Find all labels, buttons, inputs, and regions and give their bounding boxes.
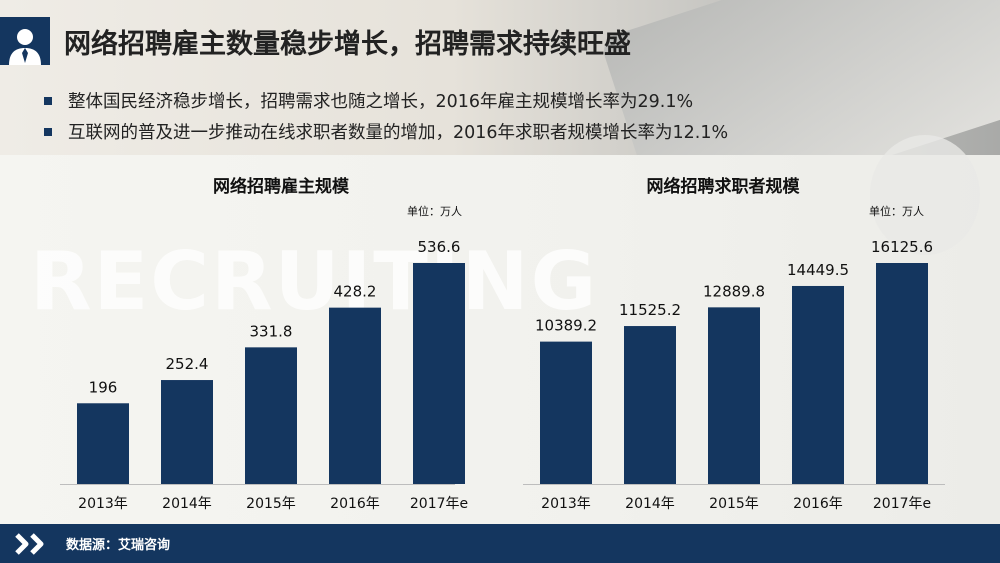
jobseeker-bar: [624, 326, 676, 484]
jobseeker-category-label: 2017年e: [873, 496, 931, 512]
jobseeker-bar: [792, 285, 844, 484]
employer-category-label: 2017年e: [410, 496, 468, 512]
title-bar: 网络招聘雇主数量稳步增长，招聘需求持续旺盛: [0, 17, 631, 65]
employer-value-label: 536.6: [418, 238, 461, 256]
jobseeker-category-label: 2016年: [793, 496, 843, 512]
employer-category-label: 2015年: [246, 496, 296, 512]
employer-chart-unit: 单位：万人: [407, 205, 462, 218]
data-source: 数据源：艾瑞咨询: [66, 538, 171, 553]
cup-photo-decoration: [870, 135, 980, 255]
bullet-item: 互联网的普及进一步推动在线求职者数量的增加，2016年求职者规模增长率为12.1…: [44, 116, 728, 147]
jobseeker-value-label: 14449.5: [787, 261, 849, 279]
employer-bar: [413, 263, 465, 484]
jobseeker-category-label: 2013年: [541, 496, 591, 512]
employer-value-label: 196: [89, 378, 118, 396]
jobseeker-value-label: 12889.8: [703, 282, 765, 300]
square-bullet-icon: [44, 127, 52, 136]
watermark-text: RECRUITING: [30, 235, 599, 328]
employer-bar: [329, 307, 381, 484]
jobseeker-chart-title: 网络招聘求职者规模: [646, 177, 800, 197]
employer-bar: [245, 347, 297, 484]
user-avatar-icon: [0, 17, 50, 65]
jobseeker-bar: [876, 263, 928, 484]
double-chevron-right-icon: [14, 532, 48, 556]
bullet-item: 整体国民经济稳步增长，招聘需求也随之增长，2016年雇主规模增长率为29.1%: [44, 85, 728, 116]
bullet-text: 整体国民经济稳步增长，招聘需求也随之增长，2016年雇主规模增长率为29.1%: [68, 92, 694, 112]
employer-value-label: 428.2: [334, 283, 377, 301]
bullet-text: 互联网的普及进一步推动在线求职者数量的增加，2016年求职者规模增长率为12.1…: [68, 123, 729, 143]
employer-value-label: 252.4: [166, 355, 209, 373]
employer-bar: [161, 380, 213, 484]
employer-bar: [77, 403, 129, 484]
jobseeker-category-label: 2015年: [709, 496, 759, 512]
bar-charts: 196 2013年 252.4 2014年 331.8 2015年 428.2 2016年 53…: [60, 238, 945, 512]
jobseeker-value-label: 10389.2: [535, 317, 597, 335]
jobseeker-category-label: 2014年: [625, 496, 675, 512]
employer-category-label: 2014年: [162, 496, 212, 512]
footer-bar: 数据源：艾瑞咨询: [0, 524, 1000, 563]
employer-value-label: 331.8: [250, 322, 293, 340]
jobseeker-value-label: 11525.2: [619, 301, 681, 319]
jobseeker-bar: [708, 307, 760, 484]
employer-chart-title: 网络招聘雇主规模: [213, 177, 349, 197]
summary-bullets: 整体国民经济稳步增长，招聘需求也随之增长，2016年雇主规模增长率为29.1% …: [44, 85, 728, 147]
employer-category-label: 2013年: [78, 496, 128, 512]
jobseeker-bar: [540, 341, 592, 484]
employer-category-label: 2016年: [330, 496, 380, 512]
page-title: 网络招聘雇主数量稳步增长，招聘需求持续旺盛: [64, 28, 631, 60]
jobseeker-value-label: 16125.6: [871, 238, 933, 256]
square-bullet-icon: [44, 96, 52, 105]
jobseeker-chart-unit: 单位：万人: [869, 205, 924, 218]
